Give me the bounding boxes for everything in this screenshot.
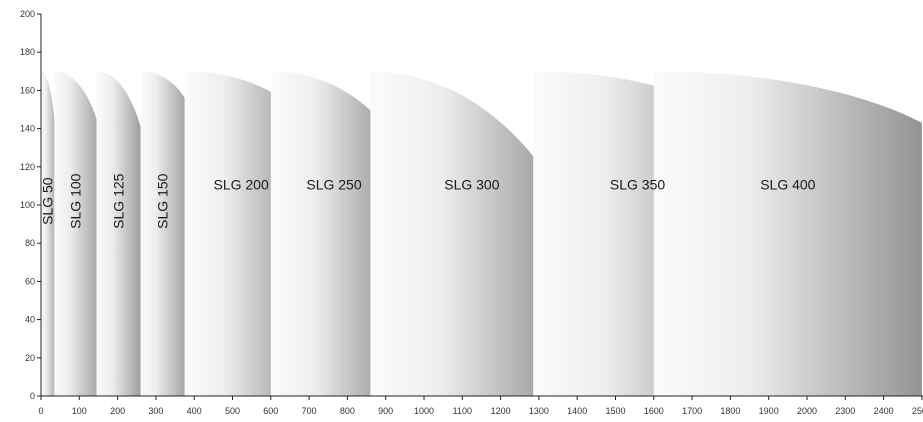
x-tick-label: 800 [340, 406, 355, 416]
x-tick-label: 1200 [491, 406, 511, 416]
y-tick-label: 80 [25, 238, 35, 248]
x-tick-label: 1400 [567, 406, 587, 416]
x-tick-label: 2000 [797, 406, 817, 416]
x-tick-label: 100 [72, 406, 87, 416]
x-tick-label: 1300 [529, 406, 549, 416]
y-tick-label: 160 [20, 85, 35, 95]
x-tick-label: 2500 [912, 406, 923, 416]
series-label-slg-350: SLG 350 [610, 177, 665, 193]
x-tick-label: 400 [187, 406, 202, 416]
series-label-slg-150: SLG 150 [155, 173, 171, 228]
y-tick-label: 40 [25, 315, 35, 325]
series-label-slg-400: SLG 400 [760, 177, 815, 193]
x-tick-label: 1900 [759, 406, 779, 416]
series-area-slg-150 [141, 71, 185, 396]
y-tick-label: 20 [25, 353, 35, 363]
y-tick-label: 60 [25, 276, 35, 286]
x-tick-label: 1800 [720, 406, 740, 416]
y-tick-label: 140 [20, 124, 35, 134]
x-tick-label: 700 [302, 406, 317, 416]
series-layer [41, 71, 922, 396]
x-tick-label: 2400 [874, 406, 894, 416]
series-label-slg-300: SLG 300 [444, 177, 499, 193]
x-tick-label: 1100 [453, 406, 472, 416]
x-tick-label: 1700 [682, 406, 702, 416]
y-tick-label: 0 [30, 391, 35, 401]
series-area-slg-100 [54, 71, 96, 396]
series-area-slg-400 [654, 71, 922, 396]
series-label-slg-200: SLG 200 [213, 177, 268, 193]
series-area-slg-125 [97, 71, 141, 396]
x-tick-label: 600 [263, 406, 278, 416]
y-tick-label: 200 [20, 9, 35, 19]
x-tick-label: 200 [110, 406, 125, 416]
x-tick-label: 1600 [644, 406, 664, 416]
x-tick-label: 900 [378, 406, 393, 416]
y-tick-label: 180 [20, 47, 35, 57]
series-label-slg-250: SLG 250 [306, 177, 361, 193]
x-tick-label: 500 [225, 406, 240, 416]
series-label-slg-100: SLG 100 [67, 173, 83, 228]
series-label-slg-50: SLG 50 [40, 177, 56, 225]
y-tick-label: 100 [20, 200, 35, 210]
y-tick-label: 120 [20, 162, 35, 172]
x-tick-label: 1000 [414, 406, 434, 416]
x-tick-label: 2300 [835, 406, 855, 416]
x-tick-label: 300 [148, 406, 163, 416]
x-tick-label: 1500 [605, 406, 625, 416]
series-label-slg-125: SLG 125 [111, 173, 127, 228]
series-area-slg-50 [41, 71, 54, 396]
x-tick-label: 0 [38, 406, 43, 416]
